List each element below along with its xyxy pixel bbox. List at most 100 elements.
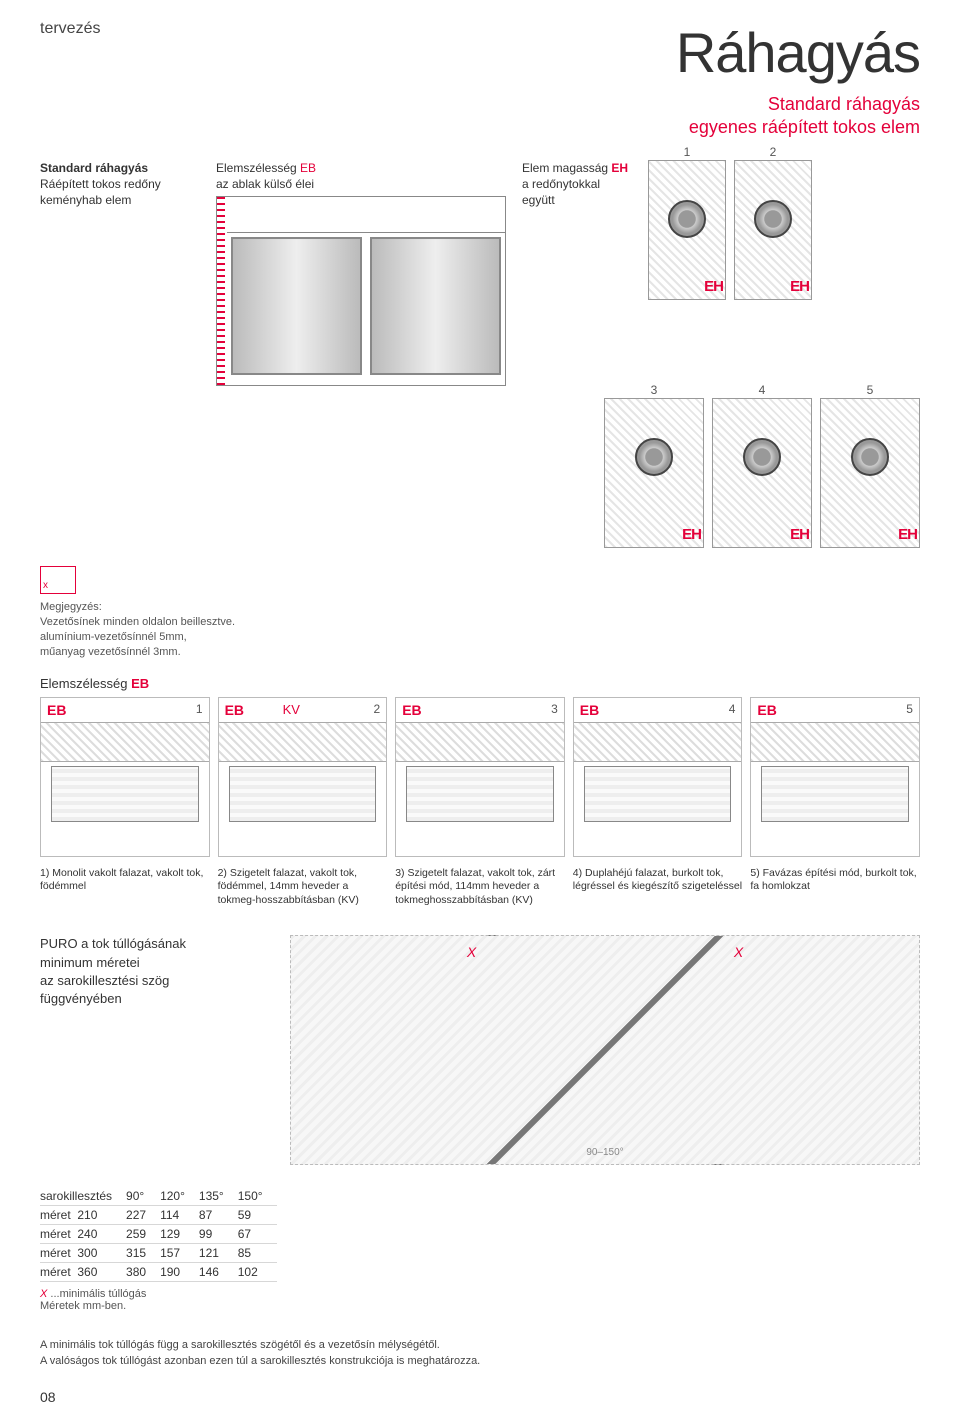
row-label: méret 360	[40, 1263, 126, 1282]
eh-label: EH	[790, 526, 809, 543]
row-label: méret 300	[40, 1244, 126, 1263]
caption: 1) Monolit vakolt falazat, vakolt tok, f…	[40, 867, 210, 908]
note-units: Méretek mm-ben.	[40, 1300, 126, 1312]
col-label: sarokillesztés	[40, 1187, 126, 1206]
window-header-box	[227, 197, 505, 233]
page-header: tervezés Ráhagyás	[40, 20, 920, 85]
profile-icon	[761, 766, 909, 822]
window-pane	[231, 237, 362, 375]
hatch-icon	[751, 722, 919, 762]
puro-l4: függvényében	[40, 990, 260, 1008]
row-label: méret 240	[40, 1225, 126, 1244]
thumb-num: 1	[684, 145, 691, 159]
table-row: méret 210 227 114 87 59	[40, 1206, 277, 1225]
table-row: méret 360 380 190 146 102	[40, 1263, 277, 1282]
eh-label: EH	[704, 278, 723, 295]
table-row: méret 300 315 157 121 85	[40, 1244, 277, 1263]
motor-icon	[635, 438, 673, 476]
cell: 121	[199, 1244, 238, 1263]
row-label-text: méret	[40, 1208, 71, 1222]
caption: 2) Szigetelt falazat, vakolt tok, födémm…	[218, 867, 388, 908]
page-number: 08	[40, 1389, 920, 1405]
cell: 85	[238, 1244, 277, 1263]
eb-num: 2	[374, 702, 381, 716]
motor-icon	[668, 200, 706, 238]
row-size: 240	[77, 1227, 97, 1241]
eb-thumb: EB KV 2	[218, 697, 388, 857]
caption: 4) Duplahéjú falazat, burkolt tok, légré…	[573, 867, 743, 908]
caption: 5) Favázas építési mód, burkolt tok, fa …	[750, 867, 920, 908]
footnote: A minimális tok túllógás függ a sarokill…	[40, 1338, 920, 1369]
section-label: tervezés	[40, 20, 100, 38]
eb-thumb: EB 4	[573, 697, 743, 857]
note-x: X	[40, 1288, 47, 1300]
profile-icon	[406, 766, 554, 822]
window-pane	[370, 237, 501, 375]
window-diagram	[216, 196, 506, 386]
note-l2: Vezetősínek minden oldalon beillesztve.	[40, 615, 240, 630]
puro-l2: minimum méretei	[40, 954, 260, 972]
eh-thumbs-345: 3 EH 4 EH 5 EH	[40, 398, 920, 548]
cell: 190	[160, 1263, 199, 1282]
note-l3: alumínium-vezetősínnél 5mm,	[40, 630, 240, 645]
eb-num: 4	[729, 702, 736, 716]
col-angle: 120°	[160, 1187, 199, 1206]
eh-l2: a redőnytokkal	[522, 177, 600, 191]
eb-label-top: Elemszélesség EB az ablak külső élei	[216, 160, 506, 192]
x-label: X	[734, 944, 743, 960]
cell: 129	[160, 1225, 199, 1244]
row-label-text: méret	[40, 1265, 71, 1279]
note-l1: Megjegyzés:	[40, 600, 240, 615]
note-l4: műanyag vezetősínnél 3mm.	[40, 645, 240, 660]
col-angle: 150°	[238, 1187, 277, 1206]
puro-block: PURO a tok túllógásának minimum méretei …	[40, 935, 920, 1165]
hatch-icon	[41, 722, 209, 762]
subtitle-line1: Standard ráhagyás	[768, 94, 920, 114]
window-panes	[227, 233, 505, 379]
table-row: méret 240 259 129 99 67	[40, 1225, 277, 1244]
eh-thumb: 4 EH	[712, 398, 812, 548]
eb-tag: EB	[300, 161, 316, 175]
cell: 157	[160, 1244, 199, 1263]
eb-l2: az ablak külső élei	[216, 177, 314, 191]
eh-label: EH	[898, 526, 917, 543]
thumb-num: 4	[759, 383, 766, 397]
eh-l3: együtt	[522, 193, 555, 207]
eb-thumb: EB 3	[395, 697, 565, 857]
footnote-l1: A minimális tok túllógás függ a sarokill…	[40, 1338, 920, 1353]
row-label-text: méret	[40, 1246, 71, 1260]
motor-icon	[743, 438, 781, 476]
eb-label: EB	[47, 702, 66, 718]
table-body: méret 210 227 114 87 59 méret 240 259 12…	[40, 1206, 277, 1282]
puro-l3: az sarokillesztési szög	[40, 972, 260, 990]
eh-tag: EH	[611, 161, 628, 175]
thumb-num: 5	[867, 383, 874, 397]
eb-thumb: EB 5	[750, 697, 920, 857]
cell: 315	[126, 1244, 160, 1263]
table-head: sarokillesztés 90° 120° 135° 150°	[40, 1187, 277, 1206]
note-text: ...minimális túllógás	[50, 1288, 146, 1300]
eb-row-heading: Elemszélesség EB	[40, 676, 920, 691]
eb-label: EB	[580, 702, 599, 718]
left-l3: keményhab elem	[40, 192, 200, 208]
standard-label: Standard ráhagyás Ráépített tokos redőny…	[40, 160, 200, 209]
cell: 59	[238, 1206, 277, 1225]
main-title: Ráhagyás	[676, 20, 920, 85]
cell: 99	[199, 1225, 238, 1244]
eb-num: 1	[196, 702, 203, 716]
eb-thumb: EB 1	[40, 697, 210, 857]
row-label: méret 210	[40, 1206, 126, 1225]
hatch-icon	[219, 722, 387, 762]
profile-icon	[584, 766, 732, 822]
eh-thumb: 3 EH	[604, 398, 704, 548]
col-angle: 90°	[126, 1187, 160, 1206]
eh-thumb: 1 EH	[648, 160, 726, 300]
eb-l1: Elemszélesség	[216, 161, 297, 175]
eb-num: 3	[551, 702, 558, 716]
angle-table: sarokillesztés 90° 120° 135° 150° méret …	[40, 1187, 277, 1282]
eb-row-heading-prefix: Elemszélesség	[40, 676, 127, 691]
eh-label: EH	[682, 526, 701, 543]
motor-icon	[851, 438, 889, 476]
footnote-l2: A valóságos tok túllógást azonban ezen t…	[40, 1354, 920, 1369]
motor-icon	[754, 200, 792, 238]
